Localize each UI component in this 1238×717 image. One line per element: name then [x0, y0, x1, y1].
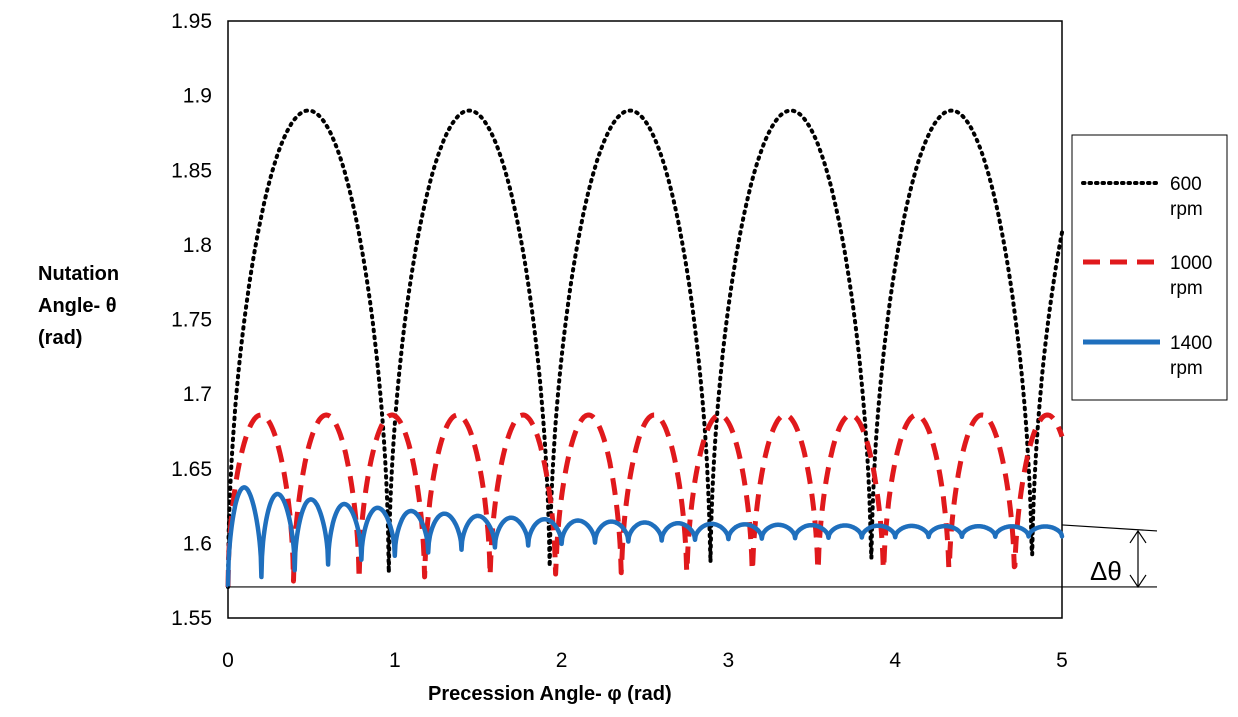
y-tick-label: 1.55	[171, 607, 212, 630]
y-axis-title-line3: (rad)	[38, 327, 82, 349]
y-axis-title-line1: Nutation	[38, 263, 119, 285]
legend-label-1400-line2: rpm	[1170, 358, 1203, 379]
y-tick-label: 1.7	[183, 383, 212, 406]
delta-theta-label: Δθ	[1090, 556, 1122, 586]
series-line-1400-rpm	[225, 485, 1065, 588]
series-layer	[225, 108, 1065, 589]
series-line-600-rpm	[226, 108, 1064, 589]
x-tick-label: 1	[389, 649, 401, 672]
legend-label-1000-line2: rpm	[1170, 278, 1203, 299]
delta-theta-annotation: Δθ	[228, 524, 1158, 589]
legend-label-600-line2: rpm	[1170, 199, 1203, 220]
x-tick-label: 5	[1056, 649, 1068, 672]
delta-upper-line	[1061, 524, 1158, 532]
y-axis-title-line2: Angle- θ	[38, 295, 117, 317]
y-tick-label: 1.95	[171, 10, 212, 33]
x-axis-ticks: 0 1 2 3 4 5	[222, 649, 1068, 672]
x-axis-title: Precession Angle- φ (rad)	[428, 683, 672, 705]
y-tick-label: 1.85	[171, 159, 212, 182]
x-tick-label: 3	[723, 649, 735, 672]
y-axis-ticks: 1.55 1.6 1.65 1.7 1.75 1.8 1.85 1.9 1.95	[171, 10, 212, 630]
legend-box	[1071, 134, 1228, 401]
plot-area-frame	[227, 20, 1063, 619]
x-tick-label: 2	[556, 649, 568, 672]
legend: 600 rpm 1000 rpm 1400 rpm	[1071, 134, 1228, 401]
legend-label-1000-line1: 1000	[1170, 253, 1212, 274]
legend-label-600-line1: 600	[1170, 174, 1202, 195]
series-line-1000-rpm	[225, 412, 1065, 588]
y-tick-label: 1.9	[183, 85, 212, 108]
y-tick-label: 1.6	[183, 532, 212, 555]
y-tick-label: 1.75	[171, 309, 212, 332]
y-tick-label: 1.8	[183, 234, 212, 257]
legend-label-1400-line1: 1400	[1170, 333, 1212, 354]
delta-arrowhead-bottom	[1129, 574, 1147, 589]
delta-arrowhead-top	[1129, 529, 1147, 544]
y-tick-label: 1.65	[171, 458, 212, 481]
x-tick-label: 0	[222, 649, 234, 672]
x-tick-label: 4	[889, 649, 901, 672]
